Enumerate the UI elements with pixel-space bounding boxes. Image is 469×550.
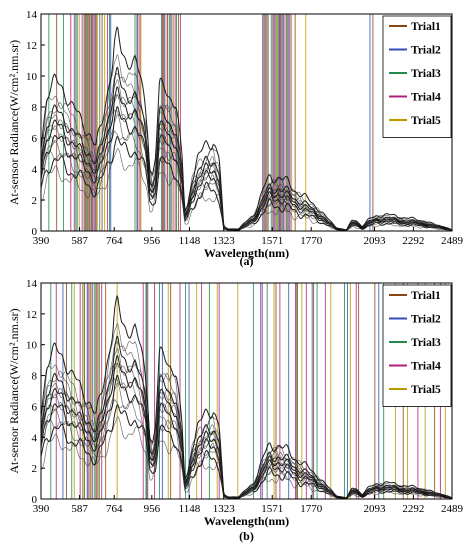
x-axis-label-a: Wavelength(nm)	[204, 246, 289, 260]
x-tick-label: 1770	[300, 235, 323, 247]
x-tick-label: 1571	[261, 235, 283, 247]
panel-a: 390 587 764 956 1148 1323 1571 1770 2093 2292 2489…	[7, 9, 464, 268]
legend-label-trial2: Trial2	[411, 45, 441, 57]
spectrum-line	[40, 294, 452, 499]
x-tick-label: 390	[33, 235, 50, 247]
y-tick-label: 2	[32, 195, 38, 207]
x-tick-label: 1148	[179, 235, 201, 247]
spectrum-line	[40, 79, 452, 231]
legend-label-trial3: Trial3	[411, 68, 441, 80]
panel-label-b: (b)	[239, 529, 254, 543]
panel-label-a: (a)	[240, 254, 254, 268]
x-tick-label: 1770	[300, 503, 323, 515]
plot-frame-a	[40, 13, 453, 232]
x-tick-label: 2489	[441, 503, 464, 515]
x-tick-label: 956	[144, 235, 161, 247]
y-tick-label: 10	[26, 71, 38, 83]
x-tick-label: 390	[33, 503, 50, 515]
legend-b: Trial1 Trial2 Trial3 Trial4 Trial5	[382, 284, 452, 407]
legend-label-trial2: Trial2	[411, 314, 441, 326]
y-axis-label-a: At-sensor Radiance(W/cm².nm.sr)	[7, 40, 21, 205]
x-tick-label: 2093	[363, 235, 386, 247]
legend-box	[382, 15, 452, 138]
x-axis-label-b: Wavelength(nm)	[204, 514, 289, 528]
spectrum-line	[40, 26, 452, 231]
x-tick-label: 2489	[441, 235, 464, 247]
legend-label-trial1: Trial1	[411, 290, 441, 302]
x-tick-label: 587	[71, 503, 88, 515]
x-tick-label: 2292	[402, 235, 424, 247]
y-tick-label: 4	[32, 432, 38, 444]
x-tick-label: 1571	[261, 503, 283, 515]
x-tick-label: 764	[106, 503, 123, 515]
y-tick-label: 14	[26, 278, 38, 290]
x-tick-label: 1323	[213, 503, 236, 515]
y-tick-label: 12	[26, 40, 37, 52]
y-tick-label: 2	[32, 463, 38, 475]
x-tick-label: 587	[71, 235, 88, 247]
y-tick-label: 6	[32, 133, 38, 145]
panel-b: 390 587 764 956 1148 1323 1571 1770 2093 2292 2489…	[7, 278, 464, 543]
spectra-b	[40, 294, 452, 500]
legend-label-trial4: Trial4	[411, 361, 441, 373]
band-lines-a	[48, 14, 374, 231]
y-tick-label: 6	[32, 401, 38, 413]
y-tick-label: 8	[32, 102, 38, 114]
y-tick-label: 14	[26, 9, 38, 21]
x-tick-label: 2093	[363, 503, 386, 515]
x-tick-label: 1148	[179, 503, 201, 515]
plot-frame-b	[40, 282, 453, 500]
ticks-b: 390 587 764 956 1148 1323 1571 1770 2093 2292 2489…	[26, 278, 464, 515]
x-tick-label: 2292	[402, 503, 424, 515]
y-tick-label: 0	[32, 494, 38, 506]
y-tick-label: 0	[32, 226, 38, 238]
x-tick-label: 764	[106, 235, 123, 247]
y-tick-label: 12	[26, 309, 37, 321]
ticks-a: 390 587 764 956 1148 1323 1571 1770 2093 2292 2489…	[26, 9, 464, 247]
legend-label-trial1: Trial1	[411, 21, 441, 33]
x-tick-label: 1323	[213, 235, 236, 247]
spectrum-line	[40, 348, 452, 499]
y-tick-label: 4	[32, 164, 38, 176]
legend-label-trial5: Trial5	[411, 115, 441, 127]
legend-box	[382, 284, 452, 407]
legend-label-trial3: Trial3	[411, 337, 441, 349]
legend-a: Trial1 Trial2 Trial3 Trial4 Trial5	[382, 15, 452, 138]
legend-label-trial4: Trial4	[411, 92, 441, 104]
legend-label-trial5: Trial5	[411, 384, 441, 396]
y-tick-label: 8	[32, 371, 38, 383]
x-tick-label: 956	[144, 503, 161, 515]
y-tick-label: 10	[26, 340, 38, 352]
spectra-a	[40, 26, 452, 232]
y-axis-label-b: At-sensor Radiance(W/cm².nm.sr)	[7, 308, 21, 473]
